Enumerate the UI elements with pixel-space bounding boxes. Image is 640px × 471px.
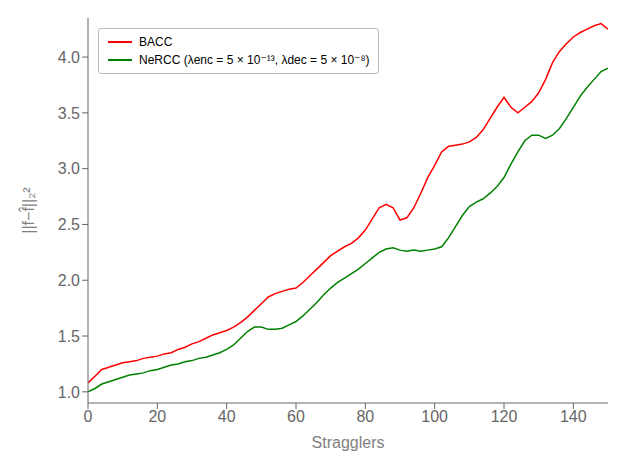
svg-text:3.0: 3.0 [58,160,80,177]
html-text:NeRCC (λenc = 5 × 10⁻¹³, λdec: NeRCC (λenc = 5 × 10⁻¹³, λdec = 5 × 10⁻⁸… [139,53,370,67]
svg-text:100: 100 [421,408,448,425]
svg-text:140: 140 [560,408,587,425]
svg-text:20: 20 [148,408,166,425]
svg-text:60: 60 [287,408,305,425]
svg-text:1.5: 1.5 [58,328,80,345]
html-text:BACC: BACC [139,35,173,49]
svg-text:80: 80 [356,408,374,425]
svg-text:0: 0 [84,408,93,425]
svg-text:2.0: 2.0 [58,272,80,289]
svg-text:120: 120 [491,408,518,425]
svg-text:1.0: 1.0 [58,384,80,401]
svg-text:2.5: 2.5 [58,216,80,233]
svg-text:||f−f̂||₂²: ||f−f̂||₂² [18,187,37,234]
svg-text:4.0: 4.0 [58,49,80,66]
svg-text:Stragglers: Stragglers [312,434,385,451]
svg-text:3.5: 3.5 [58,105,80,122]
svg-text:40: 40 [218,408,236,425]
